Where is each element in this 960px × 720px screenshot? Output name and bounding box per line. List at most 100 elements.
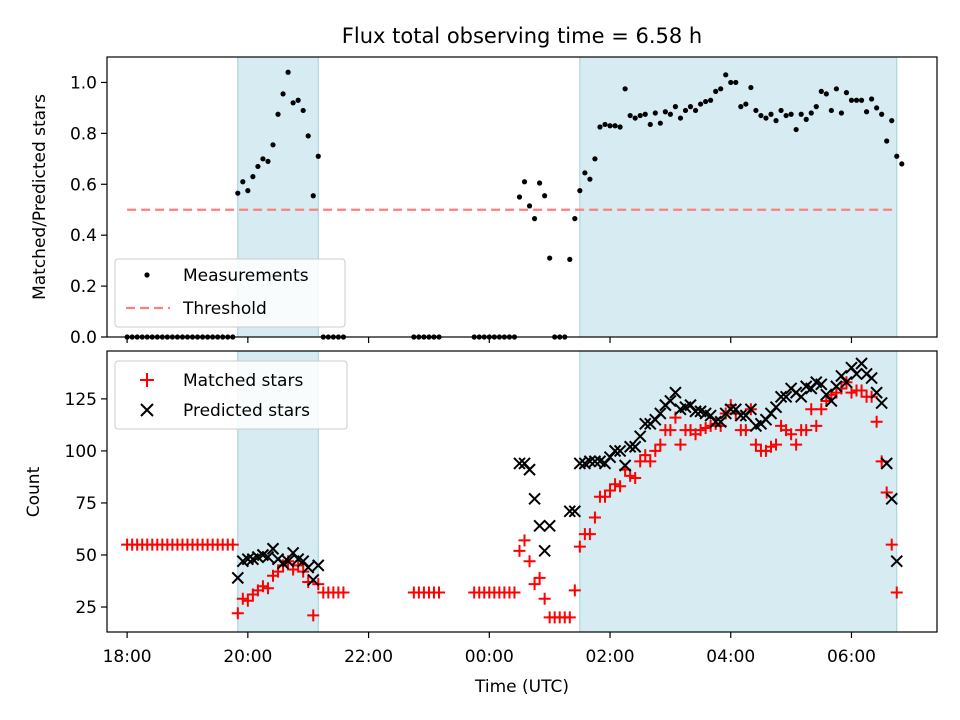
measurement-point — [577, 188, 583, 194]
measurement-point — [632, 115, 638, 121]
bottom-xtick-label: 00:00 — [465, 647, 514, 667]
measurement-point — [587, 176, 593, 182]
predicted-star-point — [608, 444, 622, 458]
measurement-point — [858, 97, 865, 103]
measurement-point — [567, 256, 573, 262]
predicted-star-point — [734, 409, 748, 422]
measurement-point — [607, 123, 613, 129]
matched-star-point — [674, 438, 687, 451]
predicted-star-point — [885, 492, 898, 505]
top-ytick-label: 0.4 — [70, 226, 97, 246]
matched-star-point — [654, 438, 667, 451]
predicted-star-point — [779, 390, 793, 404]
bottom-ytick-label: 75 — [75, 494, 97, 514]
matched-star-point — [800, 424, 813, 437]
matched-star-point — [307, 609, 320, 622]
measurement-point — [617, 124, 623, 130]
matched-star-point — [855, 384, 868, 397]
measurement-point — [300, 107, 306, 114]
bottom-xtick-label: 22:00 — [344, 647, 393, 667]
measurement-point — [627, 112, 633, 119]
measurement-point — [894, 153, 900, 159]
predicted-star-point — [583, 455, 597, 468]
matched-star-point — [533, 571, 546, 584]
measurement-point — [682, 107, 689, 114]
matched-star-point — [523, 555, 536, 568]
measurement-point — [808, 110, 814, 116]
predicted-star-point — [513, 457, 526, 470]
matched-star-point — [583, 528, 596, 541]
matched-star-point — [563, 611, 576, 624]
measurement-point — [833, 86, 839, 92]
bottom-plot-frame — [106, 350, 938, 633]
measurement-point — [813, 104, 819, 110]
bottom-xtick-label: 06:00 — [827, 647, 876, 667]
matched-star-point — [231, 607, 244, 620]
measurement-point — [521, 179, 528, 185]
bottom-panel: 25 50 75 100 125 18:00 20:00 22:00 00:00 02:00 04… — [24, 350, 938, 697]
measurement-point — [778, 107, 784, 114]
matched-star-point — [573, 540, 586, 553]
bottom-xtick-label: 18:00 — [103, 647, 152, 667]
matched-star-point — [226, 538, 239, 551]
measurement-point — [728, 79, 734, 86]
predicted-star-point — [628, 440, 642, 453]
measurement-point — [315, 153, 321, 159]
matched-star-point — [604, 484, 617, 497]
measurement-point — [879, 111, 885, 117]
predicted-star-point — [266, 542, 280, 555]
measurement-point — [692, 107, 699, 114]
matched-star-point — [770, 438, 783, 451]
matched-star-point — [629, 471, 642, 484]
predicted-star-point — [634, 430, 647, 443]
measurement-point — [783, 112, 789, 119]
matched-star-point — [815, 403, 828, 416]
bottom-y-axis-label: Count — [24, 466, 44, 517]
matched-star-point — [749, 438, 762, 451]
measurement-point — [265, 158, 271, 164]
predicted-star-point — [815, 378, 828, 391]
measurement-point — [255, 163, 261, 170]
measurement-point — [758, 112, 764, 119]
measurement-point — [863, 109, 870, 115]
measurement-point — [748, 84, 754, 91]
matched-star-point — [588, 511, 601, 524]
measurement-point — [652, 110, 658, 116]
measurement-point — [245, 188, 251, 194]
top-ytick-label: 0.2 — [70, 277, 97, 297]
predicted-star-point — [875, 396, 888, 410]
predicted-star-point — [724, 403, 737, 416]
matched-star-point — [694, 424, 707, 437]
measurement-point — [687, 104, 694, 110]
bottom-xtick-label: 04:00 — [706, 647, 755, 667]
measurement-point — [597, 124, 603, 130]
bottom-legend-label-matched: Matched stars — [183, 371, 303, 391]
measurement-point — [798, 111, 804, 117]
predicted-star-point — [618, 459, 632, 472]
matched-star-point — [513, 544, 526, 557]
measurement-point — [310, 193, 316, 199]
bottom-ytick-label: 100 — [65, 442, 97, 462]
predicted-stars-legend-marker — [140, 403, 154, 417]
matched-star-point — [810, 419, 823, 432]
predicted-star-point — [850, 367, 863, 381]
measurement-point — [602, 121, 608, 128]
x-axis-label: Time (UTC) — [474, 677, 569, 697]
measurement-point — [697, 101, 704, 107]
bottom-legend-label-predicted: Predicted stars — [183, 401, 310, 421]
measurement-point — [260, 156, 266, 162]
measurement-point — [803, 116, 809, 122]
measurement-point — [768, 111, 774, 117]
measurement-point — [275, 111, 281, 117]
top-ytick-label: 0.0 — [70, 328, 97, 348]
predicted-star-point — [890, 555, 903, 568]
bottom-xtick-label: 20:00 — [223, 647, 272, 667]
measurement-point — [823, 91, 829, 97]
predicted-star-point — [769, 400, 783, 414]
measurement-point — [677, 115, 684, 121]
predicted-star-point — [654, 407, 667, 420]
predicted-star-point — [664, 394, 677, 408]
top-ytick-label: 0.6 — [70, 175, 97, 195]
predicted-star-point — [830, 380, 843, 393]
